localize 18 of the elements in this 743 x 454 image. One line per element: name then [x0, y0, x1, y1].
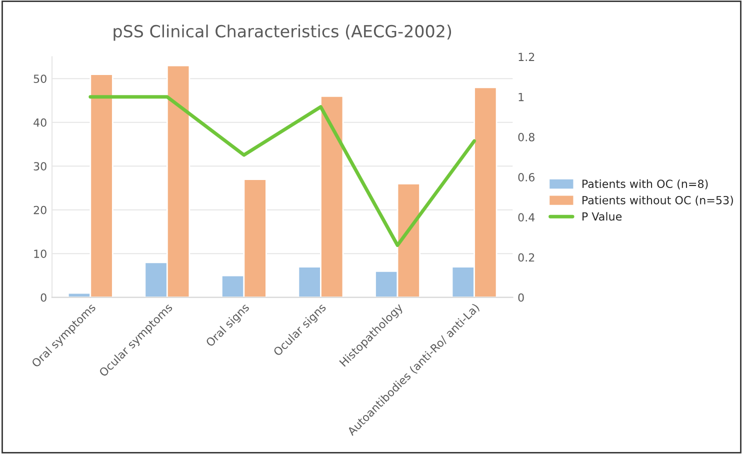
y2-tick-label: 1.2 [518, 52, 534, 61]
y2-tick-label: 0 [518, 293, 524, 302]
line-series [88, 95, 476, 247]
y-tick-label: 10 [34, 250, 46, 258]
y-tick-label: 30 [34, 162, 46, 170]
y-tick-label: 0 [40, 293, 46, 302]
chart-title: pSS Clinical Characteristics (AECG-2002) [114, 24, 452, 41]
y2-tick-label: 1 [518, 92, 524, 102]
y-tick-label: 50 [34, 74, 46, 84]
legend-label: Patients with OC (n=8) [582, 179, 708, 190]
legend-label: P Value [582, 212, 622, 221]
y-tick-label: 20 [34, 206, 46, 214]
legend-label: Patients without OC (n=53) [582, 196, 733, 206]
y2-tick-label: 0.2 [518, 253, 534, 262]
y-tick-label: 40 [34, 118, 46, 127]
y2-tick-label: 0.6 [518, 173, 534, 182]
y2-tick-label: 0.8 [518, 132, 534, 142]
y2-tick-label: 0.4 [518, 213, 535, 222]
